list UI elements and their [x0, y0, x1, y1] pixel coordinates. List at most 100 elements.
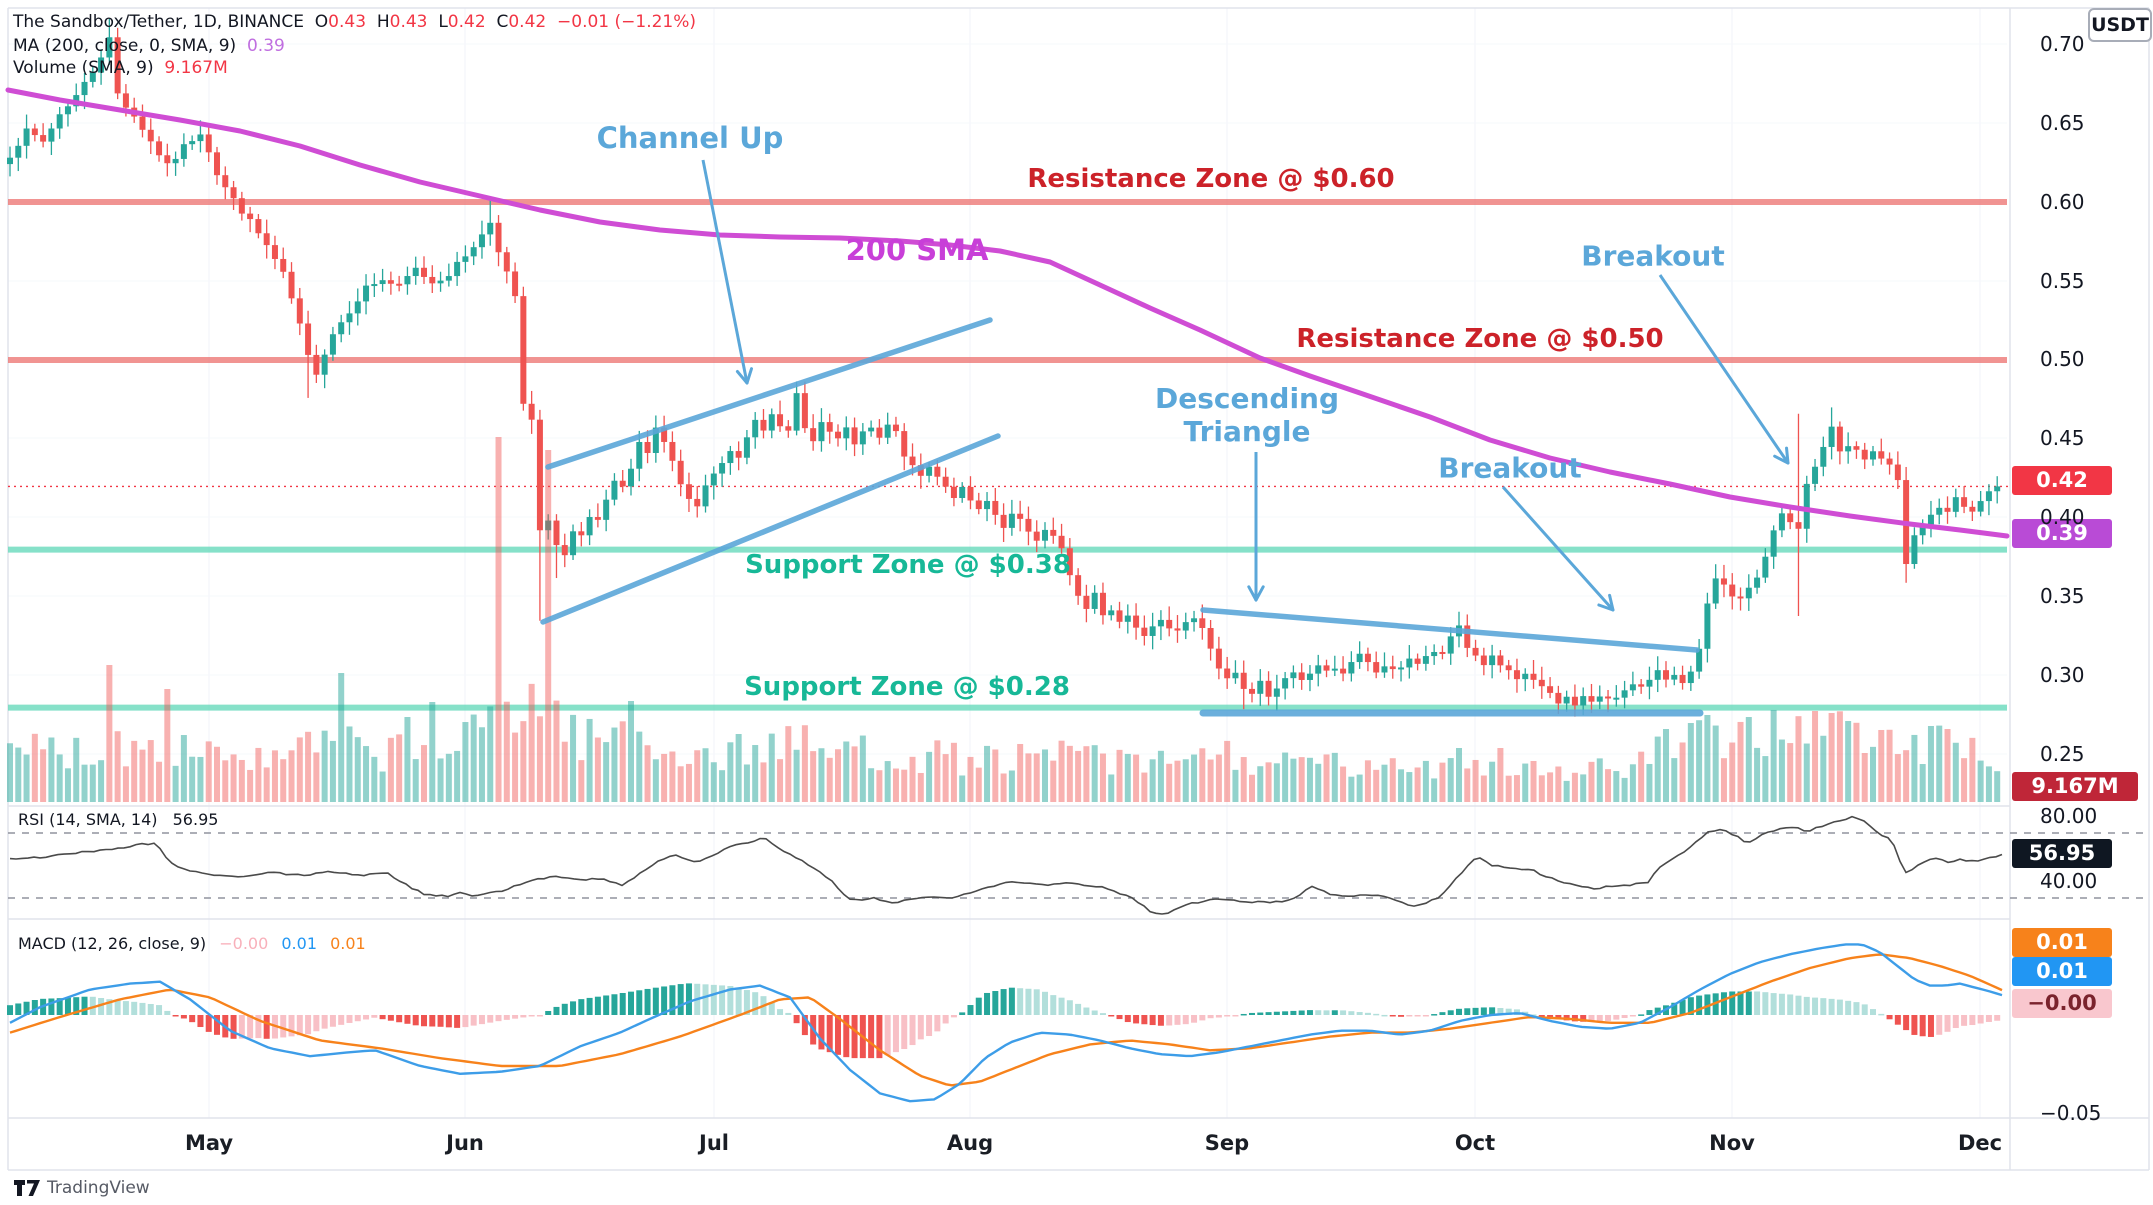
- volume-bar: [329, 740, 336, 802]
- candle-body: [909, 456, 916, 466]
- candle-body: [1422, 656, 1429, 664]
- rsi-legend[interactable]: RSI (14, SMA, 14) 56.95: [18, 810, 218, 829]
- time-axis-month-dec[interactable]: Dec: [1957, 1131, 2003, 1155]
- volume-bar: [1108, 774, 1115, 802]
- candle-body: [1605, 696, 1612, 699]
- candle-body: [255, 219, 262, 234]
- macd-histogram-bar: [263, 1015, 270, 1039]
- candle-body: [1696, 648, 1703, 672]
- macd-histogram-bar: [1489, 1007, 1496, 1015]
- volume-legend[interactable]: Volume (SMA, 9) 9.167M: [13, 58, 228, 78]
- candle-body: [843, 427, 850, 439]
- candle-body: [495, 222, 502, 253]
- time-axis-month-nov[interactable]: Nov: [1709, 1131, 1755, 1155]
- rsi-axis-tick: 40.00: [2040, 869, 2098, 893]
- breakout-sma-label: Breakout: [1581, 239, 1725, 273]
- macd-histogram-bar: [1605, 1015, 1612, 1021]
- candle-body: [1936, 507, 1943, 515]
- candle-body: [1356, 653, 1363, 663]
- time-axis-month-may[interactable]: May: [184, 1131, 234, 1155]
- macd-histogram-bar: [1820, 998, 1827, 1015]
- macd-legend[interactable]: MACD (12, 26, close, 9) −0.00 0.01 0.01: [18, 934, 366, 953]
- candle-body: [1249, 688, 1255, 694]
- volume-bar: [1555, 766, 1562, 802]
- candle-body: [205, 134, 212, 153]
- volume-bar: [371, 756, 378, 802]
- candle-body: [1563, 696, 1570, 704]
- candle-body: [1538, 679, 1545, 687]
- volume-bar: [1886, 729, 1893, 802]
- time-axis-month-jun[interactable]: Jun: [446, 1131, 484, 1155]
- macd-histogram-bar: [1373, 1013, 1380, 1016]
- volume-bar: [1182, 759, 1189, 802]
- candle-body: [454, 261, 461, 277]
- channel-upper-line[interactable]: [545, 317, 993, 470]
- candle-body: [975, 500, 982, 510]
- macd-histogram-bar: [636, 990, 643, 1015]
- candle-body: [139, 116, 146, 130]
- volume-bar: [454, 750, 461, 802]
- channel-up-label: Channel Up: [596, 121, 784, 155]
- candle-body: [230, 187, 237, 199]
- ma-legend[interactable]: MA (200, close, 0, SMA, 9) 0.39: [13, 36, 285, 56]
- volume-bar: [512, 732, 519, 802]
- candle-body: [777, 414, 784, 427]
- macd-histogram-bar: [1538, 1015, 1545, 1017]
- macd-histogram-bar: [1778, 993, 1785, 1015]
- macd-histogram-bar: [1025, 988, 1032, 1015]
- time-axis-month-sep[interactable]: Sep: [1204, 1131, 1250, 1155]
- volume-label: Volume (SMA, 9): [13, 58, 154, 78]
- macd-hist-value: −0.00: [219, 934, 269, 953]
- macd-histogram-bar: [15, 1003, 22, 1015]
- tradingview-logo[interactable]: TradingView: [14, 1178, 150, 1198]
- volume-bar: [1431, 778, 1438, 802]
- candle-body: [1704, 603, 1711, 649]
- macd-histogram-bar: [180, 1015, 187, 1019]
- volume-bar: [768, 733, 775, 802]
- volume-bar: [967, 756, 974, 802]
- volume-bar: [901, 769, 908, 802]
- triangle-descending-line[interactable]: [1200, 607, 1700, 653]
- candle-body: [752, 419, 759, 438]
- candle-body: [1547, 686, 1554, 693]
- volume-bar: [1513, 775, 1520, 802]
- candle-body: [545, 520, 552, 531]
- price-axis-tick: 0.25: [2040, 742, 2085, 766]
- currency-toggle-button[interactable]: USDT: [2088, 8, 2152, 42]
- macd-histogram-bar: [1265, 1012, 1272, 1015]
- volume-bar: [801, 725, 808, 802]
- volume-bar: [1414, 767, 1421, 802]
- macd-histogram-bar: [1422, 1015, 1429, 1017]
- macd-histogram-bar: [586, 997, 593, 1015]
- macd-histogram-bar: [48, 998, 55, 1015]
- volume-bar: [1878, 729, 1885, 802]
- time-axis-month-aug[interactable]: Aug: [946, 1131, 994, 1155]
- ohlc-change: −0.01 (−1.21%): [557, 12, 697, 32]
- macd-histogram-bar: [1141, 1015, 1148, 1025]
- candle-body: [156, 141, 163, 156]
- time-axis-month-jul[interactable]: Jul: [699, 1131, 729, 1155]
- candle-body: [437, 280, 444, 284]
- macd-histogram-bar: [98, 998, 105, 1015]
- candle-body: [1663, 670, 1669, 680]
- candle-body: [1058, 535, 1065, 549]
- volume-bar: [1149, 759, 1156, 802]
- volume-bar: [1588, 761, 1595, 802]
- volume-bar: [1199, 748, 1206, 802]
- volume-bar: [1398, 769, 1405, 802]
- macd-histogram-bar: [1729, 991, 1736, 1015]
- volume-bar: [1050, 760, 1057, 802]
- volume-bar: [147, 740, 154, 802]
- macd-histogram-bar: [487, 1015, 494, 1023]
- channel-lower-line[interactable]: [540, 433, 1001, 625]
- macd-histogram-bar: [843, 1015, 850, 1058]
- macd-histogram-bar: [917, 1015, 924, 1040]
- candle-body: [1745, 587, 1752, 599]
- volume-bar: [868, 768, 875, 802]
- macd-histogram-bar: [164, 1010, 171, 1015]
- candle-body: [280, 258, 287, 272]
- time-axis-month-oct[interactable]: Oct: [1454, 1131, 1496, 1155]
- macd-histogram-bar: [876, 1015, 883, 1059]
- symbol-legend[interactable]: The Sandbox/Tether, 1D, BINANCE O0.43 H0…: [13, 12, 696, 32]
